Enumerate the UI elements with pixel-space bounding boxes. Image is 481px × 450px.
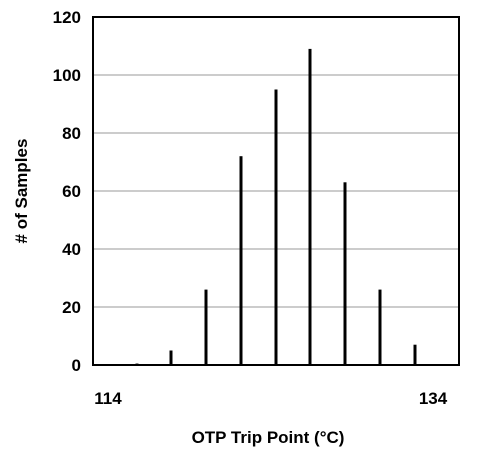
y-tick-label: 80 (62, 124, 81, 143)
x-tick-labels: 114 134 (94, 389, 447, 408)
histogram-bar (204, 289, 208, 365)
y-tick-label: 100 (53, 66, 81, 85)
y-tick-label: 60 (62, 182, 81, 201)
histogram-bar (343, 182, 347, 365)
y-tick-label: 0 (72, 356, 81, 375)
histogram-bar (274, 89, 278, 365)
histogram-bar (413, 344, 417, 365)
x-tick-label: 114 (94, 389, 122, 408)
plot-frame (92, 16, 460, 366)
x-tick-label: 134 (419, 389, 448, 408)
histogram-bar (378, 289, 382, 365)
y-tick-labels: 0 20 40 60 80 100 120 (53, 8, 81, 375)
histogram-bar (239, 156, 243, 365)
y-axis-title: # of Samples (12, 139, 31, 244)
y-tick-label: 40 (62, 240, 81, 259)
histogram-bar (308, 48, 312, 366)
x-axis-title: OTP Trip Point (°C) (192, 428, 345, 447)
histogram-bar (169, 350, 173, 365)
bars (135, 48, 417, 366)
y-tick-label: 20 (62, 298, 81, 317)
y-tick-label: 120 (53, 8, 81, 27)
